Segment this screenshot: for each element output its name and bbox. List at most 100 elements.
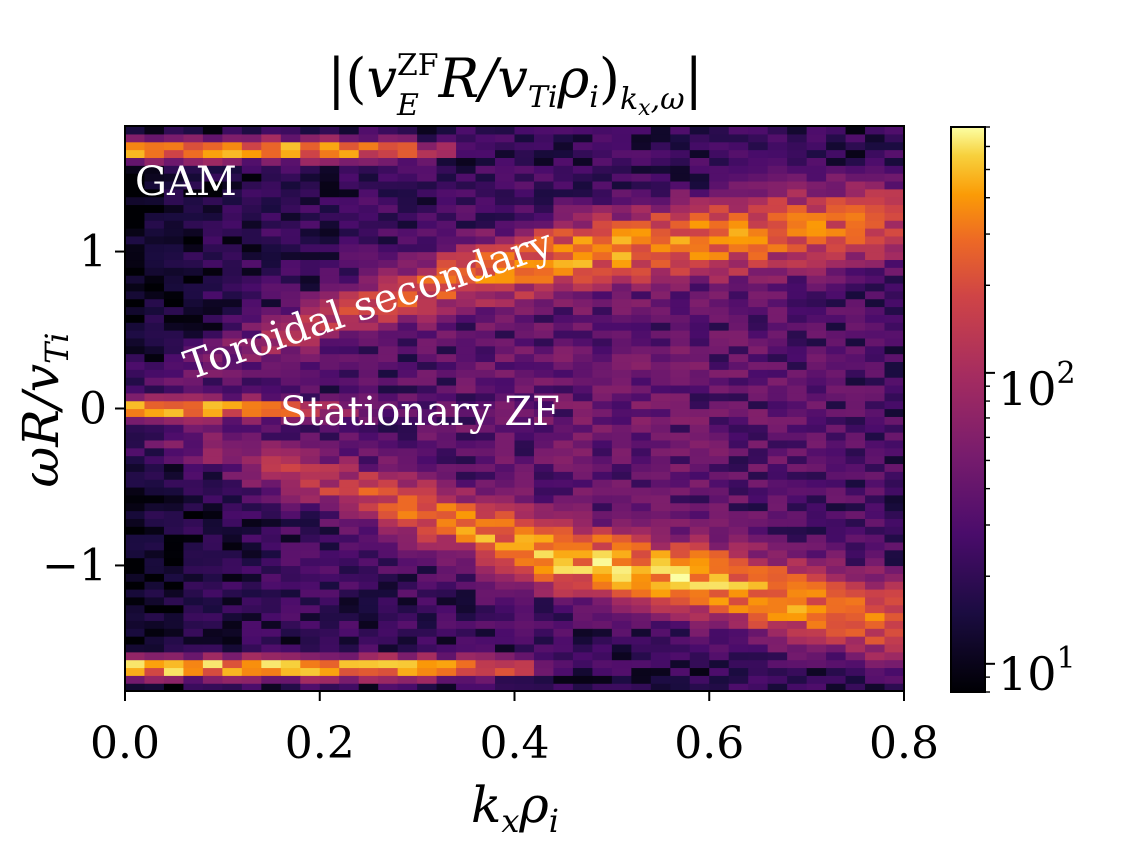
heatmap-cell	[670, 290, 691, 300]
heatmap-cell	[436, 235, 457, 245]
heatmap-cell	[436, 180, 457, 190]
heatmap-cell	[728, 188, 749, 198]
heatmap-cell	[787, 377, 808, 386]
heatmap-cell	[670, 628, 691, 637]
heatmap-cell	[650, 432, 671, 441]
heatmap-cell	[845, 157, 866, 166]
heatmap-cell	[787, 432, 808, 441]
heatmap-cell	[865, 141, 886, 151]
heatmap-cell	[495, 400, 516, 410]
heatmap-cell	[611, 479, 632, 488]
heatmap-cell	[787, 667, 808, 676]
heatmap-cell	[261, 259, 282, 268]
heatmap-cell	[514, 416, 535, 425]
heatmap-cell	[280, 337, 301, 347]
heatmap-cell	[865, 510, 886, 519]
heatmap-cell	[222, 337, 243, 347]
heatmap-cell	[417, 424, 438, 433]
heatmap-cell	[456, 259, 477, 268]
heatmap-cell	[787, 259, 808, 268]
heatmap-cell	[125, 675, 146, 684]
heatmap-cell	[787, 282, 808, 292]
heatmap-cell	[514, 683, 535, 691]
heatmap-cell	[261, 447, 282, 457]
heatmap-cell	[592, 298, 613, 308]
heatmap-cell	[553, 541, 574, 551]
heatmap-cell	[261, 282, 282, 292]
heatmap-cell	[456, 596, 477, 606]
heatmap-cell	[670, 204, 691, 213]
heatmap-cell	[533, 573, 555, 582]
heatmap-cell	[358, 541, 379, 551]
heatmap-cell	[456, 345, 477, 355]
heatmap-cell	[689, 126, 710, 135]
heatmap-cell	[533, 149, 555, 158]
heatmap-cell	[592, 683, 613, 691]
heatmap-cell	[495, 180, 516, 190]
heatmap-cell	[241, 180, 262, 190]
heatmap-cell	[689, 628, 710, 637]
heatmap-cell	[865, 290, 886, 300]
heatmap-cell	[592, 188, 613, 198]
heatmap-cell	[144, 510, 165, 519]
heatmap-cell	[806, 392, 827, 402]
heatmap-cell	[845, 502, 866, 512]
heatmap-cell	[202, 557, 223, 567]
heatmap-cell	[300, 683, 321, 691]
heatmap-cell	[261, 510, 282, 519]
heatmap-cell	[222, 204, 243, 213]
heatmap-cell	[163, 369, 185, 378]
heatmap-cell	[163, 392, 185, 402]
heatmap-cell	[728, 220, 749, 229]
heatmap-cell	[650, 228, 671, 237]
heatmap-cell	[378, 432, 399, 441]
heatmap-cell	[787, 290, 808, 300]
heatmap-cell	[456, 290, 477, 300]
heatmap-cell	[495, 439, 516, 449]
heatmap-cell	[397, 565, 418, 574]
heatmap-cell	[592, 518, 613, 527]
heatmap-cell	[280, 557, 301, 567]
heatmap-cell	[611, 486, 632, 496]
heatmap-cell	[475, 345, 496, 355]
heatmap-cell	[280, 432, 301, 441]
heatmap-cell	[475, 173, 496, 182]
heatmap-cell	[611, 596, 632, 606]
heatmap-cell	[592, 314, 613, 323]
heatmap-cell	[865, 196, 886, 206]
heatmap-cell	[436, 212, 457, 221]
heatmap-cell	[183, 683, 204, 691]
heatmap-cell	[884, 345, 904, 355]
heatmap-cell	[319, 541, 340, 551]
heatmap-cell	[319, 463, 340, 472]
heatmap-cell	[475, 267, 496, 276]
heatmap-cell	[183, 667, 204, 676]
heatmap-cell	[533, 534, 555, 543]
heatmap-cell	[806, 596, 827, 606]
heatmap-cell	[611, 141, 632, 151]
heatmap-cell	[280, 565, 301, 574]
heatmap-cell	[670, 141, 691, 151]
heatmap-cell	[202, 549, 223, 559]
heatmap-cell	[533, 267, 555, 276]
heatmap-cell	[728, 455, 749, 465]
heatmap-cell	[397, 377, 418, 386]
heatmap-cell	[417, 369, 438, 378]
heatmap-cell	[261, 408, 282, 417]
heatmap-cell	[689, 157, 710, 166]
heatmap-cell	[650, 180, 671, 190]
heatmap-cell	[319, 518, 340, 527]
heatmap-cell	[222, 581, 243, 590]
heatmap-cell	[670, 659, 691, 669]
heatmap-cell	[767, 479, 788, 488]
heatmap-cell	[358, 534, 379, 543]
heatmap-cell	[202, 675, 223, 684]
heatmap-cell	[514, 588, 535, 598]
heatmap-cell	[592, 526, 613, 535]
heatmap-cell	[631, 384, 652, 394]
heatmap-cell	[163, 659, 185, 669]
heatmap-cell	[514, 196, 535, 206]
heatmap-cell	[806, 573, 827, 582]
heatmap-cell	[553, 455, 574, 465]
heatmap-cell	[670, 471, 691, 480]
